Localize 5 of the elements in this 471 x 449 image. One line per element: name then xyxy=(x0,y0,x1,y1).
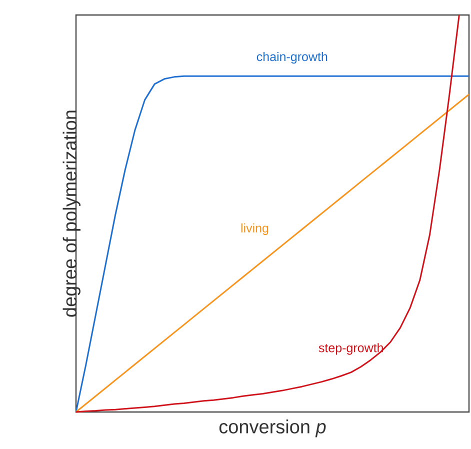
series-label: living xyxy=(241,223,268,236)
y-axis-title: degree of polymerization xyxy=(62,110,80,317)
x-axis-title: conversion p xyxy=(219,420,326,438)
series-label: chain-growth xyxy=(256,52,328,64)
series-label: step-growth xyxy=(318,343,383,355)
